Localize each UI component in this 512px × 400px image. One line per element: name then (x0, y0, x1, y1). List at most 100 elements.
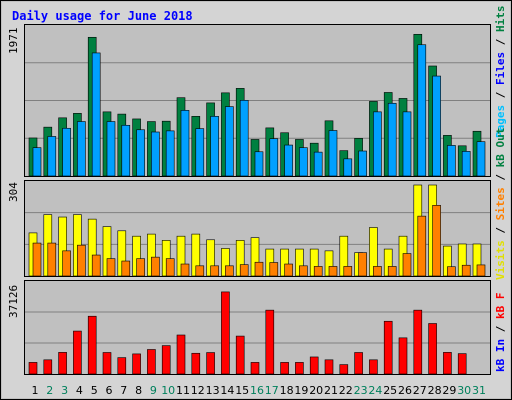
legend-part-legend-mid-1: / (494, 220, 507, 240)
bar-kbytes-day-14 (221, 291, 230, 375)
bar-sites-day-23 (358, 252, 367, 277)
bar-sites-day-25 (387, 266, 397, 277)
day-label-15: 15 (235, 384, 249, 397)
bar-files-day-27 (417, 44, 427, 177)
legend-part-legend-bot-2: kB F (494, 293, 507, 320)
bar-kbytes-day-3 (58, 352, 67, 375)
bar-files-day-17 (269, 138, 279, 177)
bar-kbytes-day-27 (413, 309, 423, 375)
day-label-1: 1 (32, 384, 39, 397)
day-label-10: 10 (161, 384, 175, 397)
bar-files-day-29 (447, 145, 456, 177)
bar-files-day-4 (77, 121, 86, 177)
bar-files-day-30 (461, 151, 471, 177)
bar-files-day-31 (476, 141, 486, 177)
bar-kbytes-day-22 (339, 364, 349, 375)
legend-visits-sites-kbout: Visits / Sites / kB Out (494, 128, 507, 280)
day-label-6: 6 (106, 384, 113, 397)
bar-files-day-11 (180, 110, 190, 177)
bar-files-day-1 (32, 147, 42, 177)
bar-kbytes-day-1 (28, 362, 38, 375)
bar-sites-day-21 (328, 266, 338, 277)
day-label-13: 13 (206, 384, 220, 397)
bar-files-day-21 (328, 130, 338, 177)
bar-sites-day-6 (106, 258, 116, 277)
bar-files-day-2 (47, 136, 57, 177)
bar-sites-day-17 (269, 262, 279, 277)
bar-files-day-15 (239, 99, 249, 177)
day-labels: 1 2 3 4 5 6 7 8 9 10 11 12 13 14 15 16 17 18 19 20 21 22 23 24 2… (32, 384, 487, 397)
bar-kbytes-day-18 (280, 362, 289, 375)
day-label-17: 17 (265, 384, 279, 397)
day-label-16: 16 (250, 384, 264, 397)
bar-kbytes-day-16 (250, 362, 260, 375)
legend-hits-files-pages: Pages / Files / Hits (494, 6, 507, 139)
day-label-3: 3 (61, 384, 68, 397)
bar-kbytes-day-5 (87, 315, 97, 375)
day-label-11: 11 (176, 384, 190, 397)
bar-kbytes-day-13 (206, 352, 215, 375)
ymax-label-middle: 304 (7, 182, 20, 202)
legend-part-legend-mid-2: Sites (494, 187, 507, 220)
bar-sites-day-28 (432, 205, 441, 277)
day-label-5: 5 (91, 384, 98, 397)
bar-kbytes-day-30 (457, 353, 467, 375)
day-label-14: 14 (220, 384, 234, 397)
day-label-23: 23 (354, 384, 368, 397)
bar-files-day-14 (225, 106, 234, 177)
day-label-18: 18 (280, 384, 294, 397)
day-label-24: 24 (368, 384, 382, 397)
bar-kbytes-day-8 (132, 353, 141, 375)
day-label-28: 28 (428, 384, 442, 397)
day-label-22: 22 (339, 384, 353, 397)
day-label-8: 8 (135, 384, 142, 397)
bar-sites-day-4 (77, 244, 86, 277)
bar-kbytes-day-4 (73, 330, 82, 375)
bar-sites-day-29 (447, 266, 456, 277)
day-label-26: 26 (398, 384, 412, 397)
bar-files-day-7 (121, 124, 131, 177)
bar-sites-day-30 (461, 264, 471, 277)
day-label-21: 21 (324, 384, 338, 397)
bar-sites-day-14 (225, 265, 234, 277)
bar-sites-day-16 (254, 261, 264, 277)
bar-sites-day-22 (343, 266, 353, 277)
bar-files-day-18 (284, 144, 293, 177)
bar-kbytes-day-23 (354, 352, 363, 375)
day-label-7: 7 (120, 384, 127, 397)
bar-files-day-19 (299, 147, 308, 177)
bar-kbytes-day-2 (43, 359, 53, 375)
bar-files-day-3 (62, 127, 71, 177)
bar-kbytes-day-21 (324, 359, 334, 375)
bar-sites-day-1 (32, 242, 42, 277)
bar-sites-day-31 (476, 264, 486, 277)
bar-kbytes-day-9 (147, 349, 156, 375)
bar-sites-day-15 (239, 264, 249, 277)
bar-sites-day-10 (165, 258, 175, 277)
bar-files-day-16 (254, 151, 264, 177)
bar-files-day-9 (151, 131, 160, 177)
bar-kbytes-day-17 (265, 309, 275, 375)
bar-kbytes-day-24 (369, 359, 378, 375)
bar-files-day-5 (91, 52, 101, 177)
bar-sites-day-3 (62, 250, 71, 277)
bar-kbytes-day-12 (191, 352, 201, 375)
bar-files-day-26 (402, 111, 412, 177)
bar-files-day-25 (387, 102, 397, 177)
bar-sites-day-5 (91, 254, 101, 277)
legend-part-legend-mid-4: kB Out (494, 128, 507, 168)
bar-kbytes-day-25 (383, 320, 393, 375)
legend-part-legend-top-3: / (494, 32, 507, 52)
bar-sites-day-13 (210, 265, 219, 277)
day-label-9: 9 (150, 384, 157, 397)
day-label-29: 29 (442, 384, 456, 397)
bar-sites-day-24 (373, 266, 382, 277)
bar-sites-day-9 (151, 256, 160, 277)
bar-sites-day-20 (313, 266, 323, 277)
day-label-12: 12 (191, 384, 205, 397)
day-label-19: 19 (294, 384, 308, 397)
legend-part-legend-mid-0: Visits (494, 240, 507, 280)
day-label-20: 20 (309, 384, 323, 397)
